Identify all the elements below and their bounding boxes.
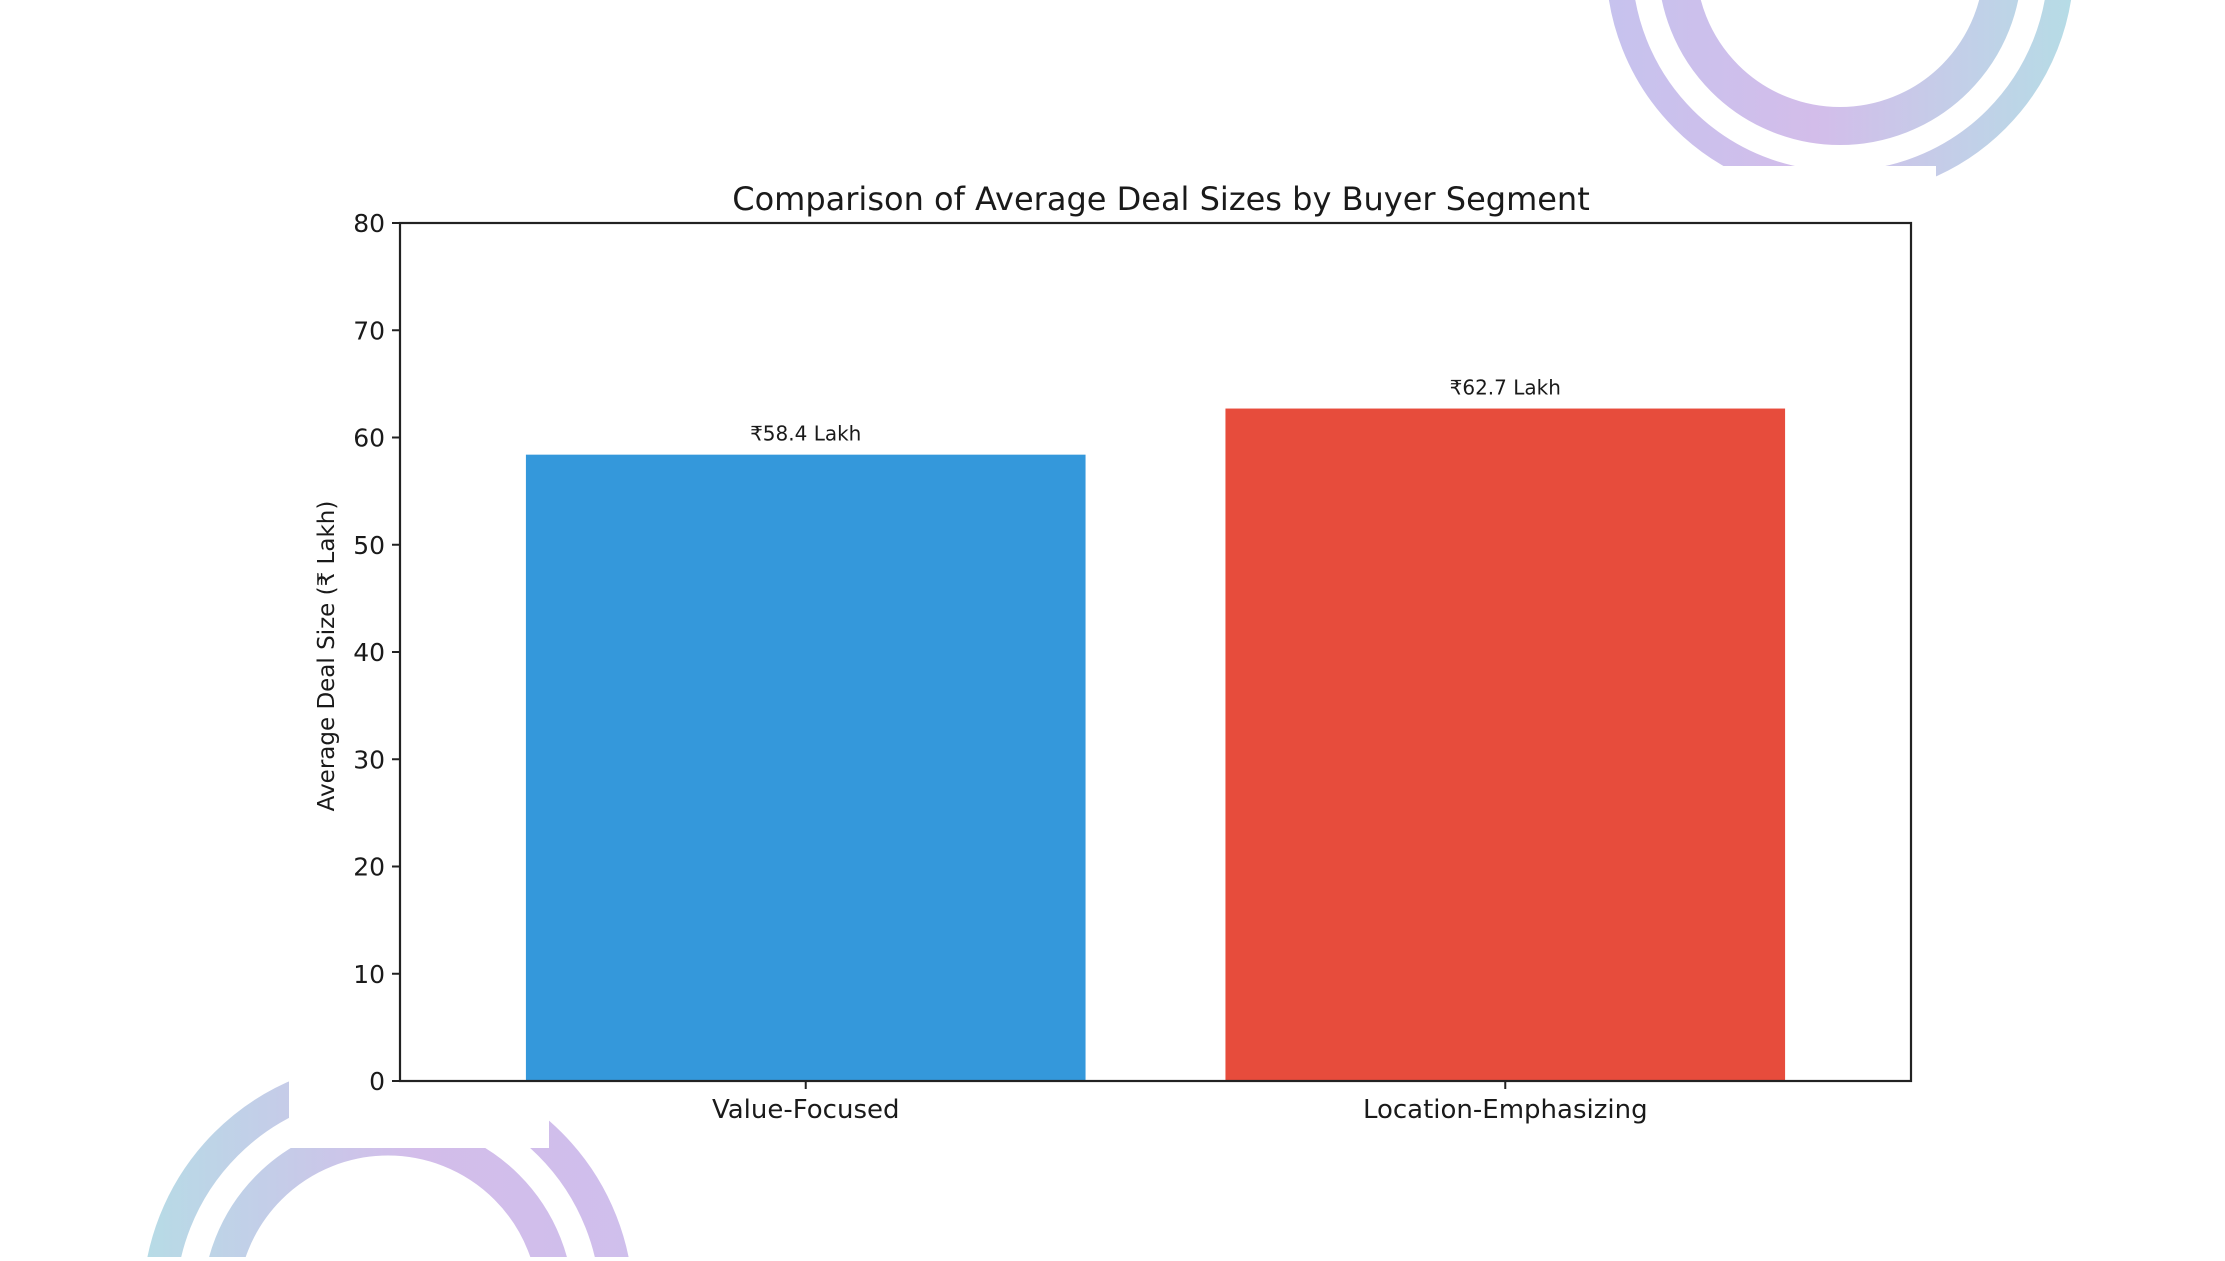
chart-title: Comparison of Average Deal Sizes by Buye…	[732, 180, 1590, 218]
decorative-rings-bottom-left	[146, 1040, 630, 1261]
y-tick-label: 30	[353, 745, 385, 774]
y-axis-label: Average Deal Size (₹ Lakh)	[314, 501, 340, 812]
bar-location-emphasizing	[1225, 408, 1786, 1082]
bars: ₹58.4 Lakh ₹62.7 Lakh	[525, 376, 1786, 1082]
y-tick-label: 60	[353, 424, 385, 453]
bar-value-focused	[525, 454, 1086, 1081]
y-tick-label: 10	[353, 960, 385, 989]
x-axis-ticks: Value-Focused Location-Emphasizing	[712, 1081, 1648, 1125]
y-tick-label: 40	[353, 638, 385, 667]
y-tick-label: 80	[353, 209, 385, 238]
bar-value-label: ₹58.4 Lakh	[750, 422, 861, 446]
y-tick-label: 70	[353, 316, 385, 345]
y-axis-ticks: 0 10 20 30 40 50 60 70 80	[353, 209, 400, 1096]
plot-frame	[398, 221, 1913, 1083]
y-tick-label: 0	[369, 1067, 385, 1096]
bar-value-label: ₹62.7 Lakh	[1450, 376, 1561, 400]
x-tick-label: Location-Emphasizing	[1363, 1095, 1648, 1125]
y-tick-label: 20	[353, 853, 385, 882]
y-tick-label: 50	[353, 531, 385, 560]
x-tick-label: Value-Focused	[712, 1095, 900, 1125]
decorative-rings-top-right	[1608, 0, 2072, 226]
